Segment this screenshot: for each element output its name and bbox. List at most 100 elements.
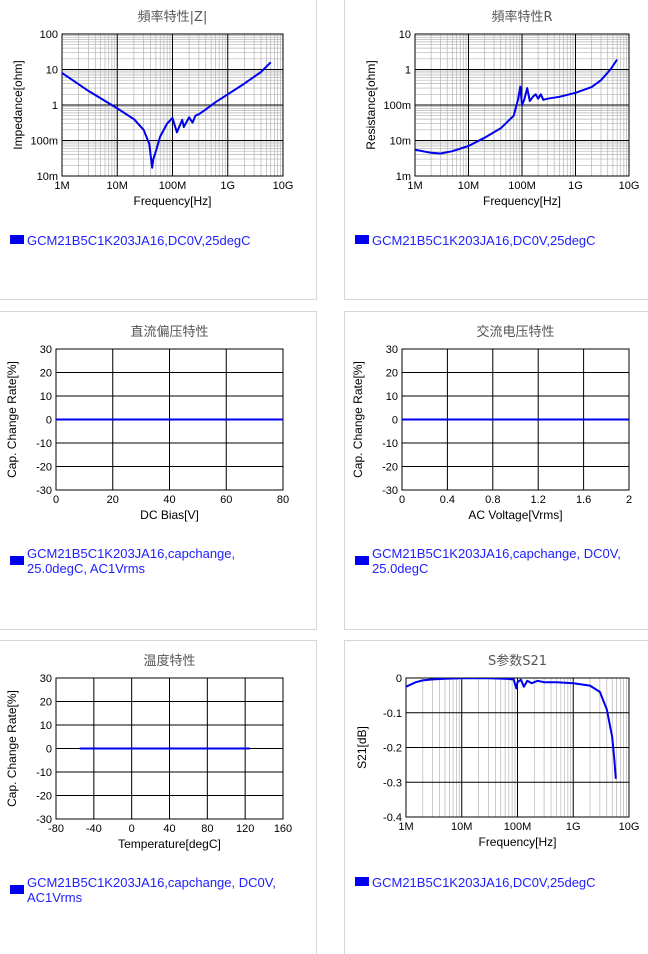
legend-swatch — [10, 556, 24, 565]
plot-frame — [414, 33, 630, 177]
x-tick-label: 1G — [220, 180, 235, 192]
y-tick-label: 30 — [40, 344, 52, 356]
y-axis-label: Impedance[ohm] — [11, 60, 25, 149]
y-tick-label: -0.2 — [383, 743, 402, 755]
x-tick-label: 0.4 — [440, 494, 455, 506]
x-tick-label: 10M — [458, 180, 479, 192]
legend-text: GCM21B5C1K203JA16,DC0V,25degC — [27, 233, 251, 248]
y-tick-label: -10 — [36, 438, 52, 450]
legend-text: GCM21B5C1K203JA16,DC0V,25degC — [372, 233, 596, 248]
y-tick-label: 10 — [46, 65, 58, 77]
legend-swatch — [10, 885, 24, 894]
y-tick-label: -20 — [36, 791, 52, 803]
x-tick-label: 0 — [53, 494, 59, 506]
x-tick-label: 1.2 — [531, 494, 546, 506]
y-axis-label: Cap. Change Rate[%] — [351, 361, 365, 478]
dc-bias-chart-panel: 直流偏压特性 0 20 40 60 80 -30 -20 -10 0 10 20 30 DC Bias[V… — [0, 311, 317, 630]
y-tick-label: 20 — [40, 697, 52, 709]
y-tick-label: -10 — [36, 767, 52, 779]
temperature-legend: GCM21B5C1K203JA16,capchange, DC0V, AC1Vr… — [10, 875, 276, 905]
y-tick-label: -0.1 — [383, 708, 402, 720]
x-tick-label: 100M — [159, 180, 187, 192]
x-tick-label: 0 — [399, 494, 405, 506]
y-tick-label: 10 — [40, 720, 52, 732]
ac-voltage-chart: 交流电压特性 0 0.4 0.8 1.2 1.6 2 -30 -20 -10 0 10 20 30 AC V… — [351, 324, 632, 522]
chart-title: 交流电压特性 — [476, 324, 554, 340]
x-tick-label: 120 — [236, 823, 254, 835]
x-tick-label: 1M — [398, 821, 413, 833]
legend-text: GCM21B5C1K203JA16,DC0V,25degC — [372, 875, 596, 890]
legend-swatch — [355, 877, 369, 886]
chart-title: 頻率特性|Z| — [138, 9, 208, 25]
x-tick-label: 1G — [566, 821, 581, 833]
y-tick-label: 10m — [390, 136, 411, 148]
dc-bias-legend: GCM21B5C1K203JA16,capchange, 25.0degC, A… — [10, 546, 235, 576]
y-tick-label: 100m — [383, 100, 411, 112]
x-tick-label: 10G — [273, 180, 294, 192]
y-tick-label: 0 — [396, 673, 402, 685]
y-tick-label: 20 — [40, 368, 52, 380]
y-tick-label: -20 — [36, 462, 52, 474]
series-line — [406, 678, 617, 779]
y-tick-label: -0.4 — [383, 812, 402, 824]
y-tick-label: 10 — [386, 391, 398, 403]
plot-frame — [405, 677, 630, 818]
x-axis-label: Frequency[Hz] — [133, 194, 211, 208]
x-axis-label: AC Voltage[Vrms] — [468, 508, 562, 522]
series-line — [62, 61, 272, 169]
y-tick-label: 10 — [399, 29, 411, 41]
y-axis-label: S21[dB] — [355, 726, 369, 769]
x-tick-label: 1G — [568, 180, 583, 192]
impedance-chart-panel: 頻率特性|Z| 1M 10M 100M 1G 10G 10m 100m 1 10 100 Freque… — [0, 0, 317, 300]
x-tick-label: 10M — [107, 180, 128, 192]
x-tick-label: 10G — [619, 821, 640, 833]
y-tick-label: 10m — [37, 171, 58, 183]
y-tick-label: 0 — [392, 415, 398, 427]
y-tick-label: -30 — [36, 814, 52, 826]
y-axis-label: Cap. Change Rate[%] — [5, 361, 19, 478]
legend-text: GCM21B5C1K203JA16,capchange, DC0V, 25.0d… — [372, 546, 621, 576]
resistance-legend: GCM21B5C1K203JA16,DC0V,25degC — [355, 233, 596, 248]
x-tick-label: 1M — [54, 180, 69, 192]
y-tick-label: 100m — [30, 136, 58, 148]
x-tick-label: -40 — [86, 823, 102, 835]
plot-frame — [55, 677, 284, 820]
x-tick-label: 80 — [201, 823, 213, 835]
series-line — [415, 59, 618, 155]
x-tick-label: 100M — [504, 821, 532, 833]
impedance-legend: GCM21B5C1K203JA16,DC0V,25degC — [10, 233, 251, 248]
y-tick-label: -30 — [382, 485, 398, 497]
y-tick-label: 1 — [405, 65, 411, 77]
y-tick-label: -0.3 — [383, 777, 402, 789]
temperature-chart: 温度特性 -80 -40 0 40 80 120 160 -30 -20 -10 0 10 20 30 Tem… — [5, 653, 292, 851]
legend-swatch — [355, 556, 369, 565]
y-tick-label: 0 — [46, 415, 52, 427]
x-tick-label: 80 — [277, 494, 289, 506]
x-tick-label: 40 — [163, 823, 175, 835]
x-tick-label: 60 — [220, 494, 232, 506]
y-tick-label: 1 — [52, 100, 58, 112]
x-axis-label: Frequency[Hz] — [478, 835, 556, 849]
chart-title: S参数S21 — [488, 653, 547, 669]
x-tick-label: 10M — [451, 821, 472, 833]
x-axis-label: Temperature[degC] — [118, 837, 221, 851]
ac-voltage-legend: GCM21B5C1K203JA16,capchange, DC0V, 25.0d… — [355, 546, 621, 576]
x-axis-label: Frequency[Hz] — [483, 194, 561, 208]
x-tick-label: -80 — [48, 823, 64, 835]
y-tick-label: 30 — [40, 673, 52, 685]
resistance-chart: 頻率特性R 1M 10M 100M 1G 10G 1m 10m 100m 1 10 Frequency… — [364, 9, 639, 208]
y-tick-label: -10 — [382, 438, 398, 450]
x-axis-label: DC Bias[V] — [140, 508, 199, 522]
y-tick-label: 1m — [396, 171, 411, 183]
x-tick-label: 20 — [107, 494, 119, 506]
y-axis-label: Cap. Change Rate[%] — [5, 690, 19, 807]
s21-chart-panel: S参数S21 1M 10M 100M 1G 10G -0.4 -0.3 -0.2 -0.1 0 Fre… — [344, 640, 648, 954]
x-tick-label: 0.8 — [485, 494, 500, 506]
ac-voltage-chart-panel: 交流电压特性 0 0.4 0.8 1.2 1.6 2 -30 -20 -10 0 10 20 30 AC V… — [344, 311, 648, 630]
chart-title: 温度特性 — [143, 653, 195, 669]
legend-swatch — [10, 235, 24, 244]
s21-chart: S参数S21 1M 10M 100M 1G 10G -0.4 -0.3 -0.2 -0.1 0 Fre… — [355, 653, 640, 849]
y-tick-label: 100 — [40, 29, 58, 41]
y-tick-label: 0 — [46, 744, 52, 756]
dc-bias-chart: 直流偏压特性 0 20 40 60 80 -30 -20 -10 0 10 20 30 DC Bias[V… — [5, 325, 289, 522]
